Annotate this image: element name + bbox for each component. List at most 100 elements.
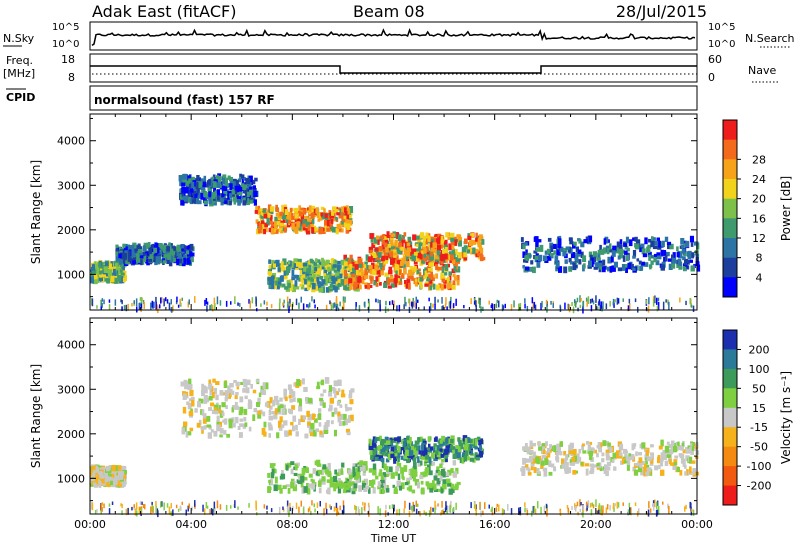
velocity-cell (372, 463, 377, 470)
power-cell (282, 218, 287, 223)
velocity-cell (242, 423, 246, 429)
power-cell (395, 270, 399, 275)
power-cell (389, 239, 394, 247)
power-cell (626, 252, 630, 256)
power-cell (168, 302, 171, 310)
noise-right-tick-bottom: 10^0 (708, 39, 735, 50)
velocity-cell (579, 499, 581, 507)
power-cell (613, 302, 615, 308)
power-cell (222, 174, 227, 181)
velocity-cell (184, 384, 189, 390)
velocity-cell (646, 456, 652, 462)
velocity-cell (601, 452, 605, 457)
velocity-cell (311, 483, 316, 490)
power-cell (655, 260, 660, 266)
velocity-cell (495, 507, 498, 512)
power-cell (207, 187, 211, 192)
velocity-cell (605, 470, 609, 477)
velocity-cell (432, 483, 437, 491)
velocity-cell (262, 382, 266, 389)
velocity-cell (304, 433, 309, 439)
power-cell (162, 260, 166, 264)
velocity-cell (106, 476, 111, 480)
power-y-tick-label: 2000 (57, 224, 85, 237)
power-cell (132, 260, 136, 265)
power-cell (187, 175, 191, 181)
velocity-cell (334, 469, 338, 475)
power-cell (384, 236, 388, 240)
power-cell (111, 263, 116, 267)
power-cell (425, 255, 430, 260)
power-cell (648, 297, 650, 305)
power-cell (456, 275, 460, 282)
power-cell (336, 224, 341, 229)
velocity-cell (332, 388, 337, 394)
power-cell (301, 273, 306, 278)
velocity-cell (368, 468, 373, 473)
power-cell (555, 261, 560, 268)
velocity-cell (664, 460, 669, 466)
power-cell (286, 266, 291, 273)
power-cell (452, 280, 456, 285)
power-cell (419, 280, 423, 286)
power-cell (212, 174, 216, 181)
velocity-cell (181, 427, 185, 435)
velocity-cell (390, 447, 395, 452)
power-cell (315, 207, 319, 214)
power-cell (407, 273, 412, 280)
power-cell (421, 250, 424, 254)
power-cell (625, 236, 629, 244)
velocity-cell (526, 467, 530, 471)
power-cell (142, 299, 145, 305)
power-cell (128, 260, 133, 264)
power-cell (629, 303, 631, 311)
velocity-cell (385, 504, 387, 510)
velocity-cell (122, 465, 127, 470)
power-cell (430, 251, 434, 257)
velocity-cell (447, 469, 452, 476)
velocity-cell (678, 453, 683, 457)
power-cell (216, 194, 220, 201)
power-cell (652, 299, 655, 307)
power-cell (133, 246, 137, 252)
power-cell (333, 264, 337, 268)
power-cell (174, 251, 178, 259)
velocity-cell (468, 450, 474, 455)
velocity-cell (235, 392, 239, 396)
velocity-cell (305, 397, 309, 404)
velocity-cell (368, 487, 371, 494)
power-cell (564, 302, 566, 310)
velocity-cell (398, 485, 402, 491)
power-cell (312, 274, 316, 279)
power-cell (341, 221, 344, 225)
velocity-cell (300, 475, 305, 483)
velocity-cell (177, 508, 180, 512)
velocity-cell (150, 506, 152, 515)
power-cell (299, 274, 302, 278)
power-cell (590, 305, 593, 312)
power-cell (120, 299, 122, 303)
velocity-cell (645, 464, 650, 468)
velocity-cell (482, 510, 484, 515)
velocity-cell (384, 485, 387, 491)
power-cell (338, 227, 342, 232)
velocity-cell (536, 468, 540, 472)
power-cell (351, 267, 355, 272)
power-cell (418, 245, 422, 250)
power-cell (522, 251, 525, 258)
power-cell (327, 266, 331, 273)
velocity-cell (243, 408, 248, 415)
velocity-cell (592, 449, 597, 454)
velocity-cell (230, 390, 235, 395)
velocity-cell (605, 455, 611, 461)
power-cell (632, 267, 636, 271)
power-cell (205, 183, 210, 188)
velocity-cell (270, 479, 274, 486)
power-cell (325, 265, 329, 270)
velocity-cell (373, 450, 377, 455)
velocity-cell (219, 427, 224, 434)
velocity-cell (305, 467, 309, 473)
velocity-cell (474, 504, 477, 511)
velocity-cell (334, 393, 337, 399)
velocity-cell (542, 467, 548, 472)
